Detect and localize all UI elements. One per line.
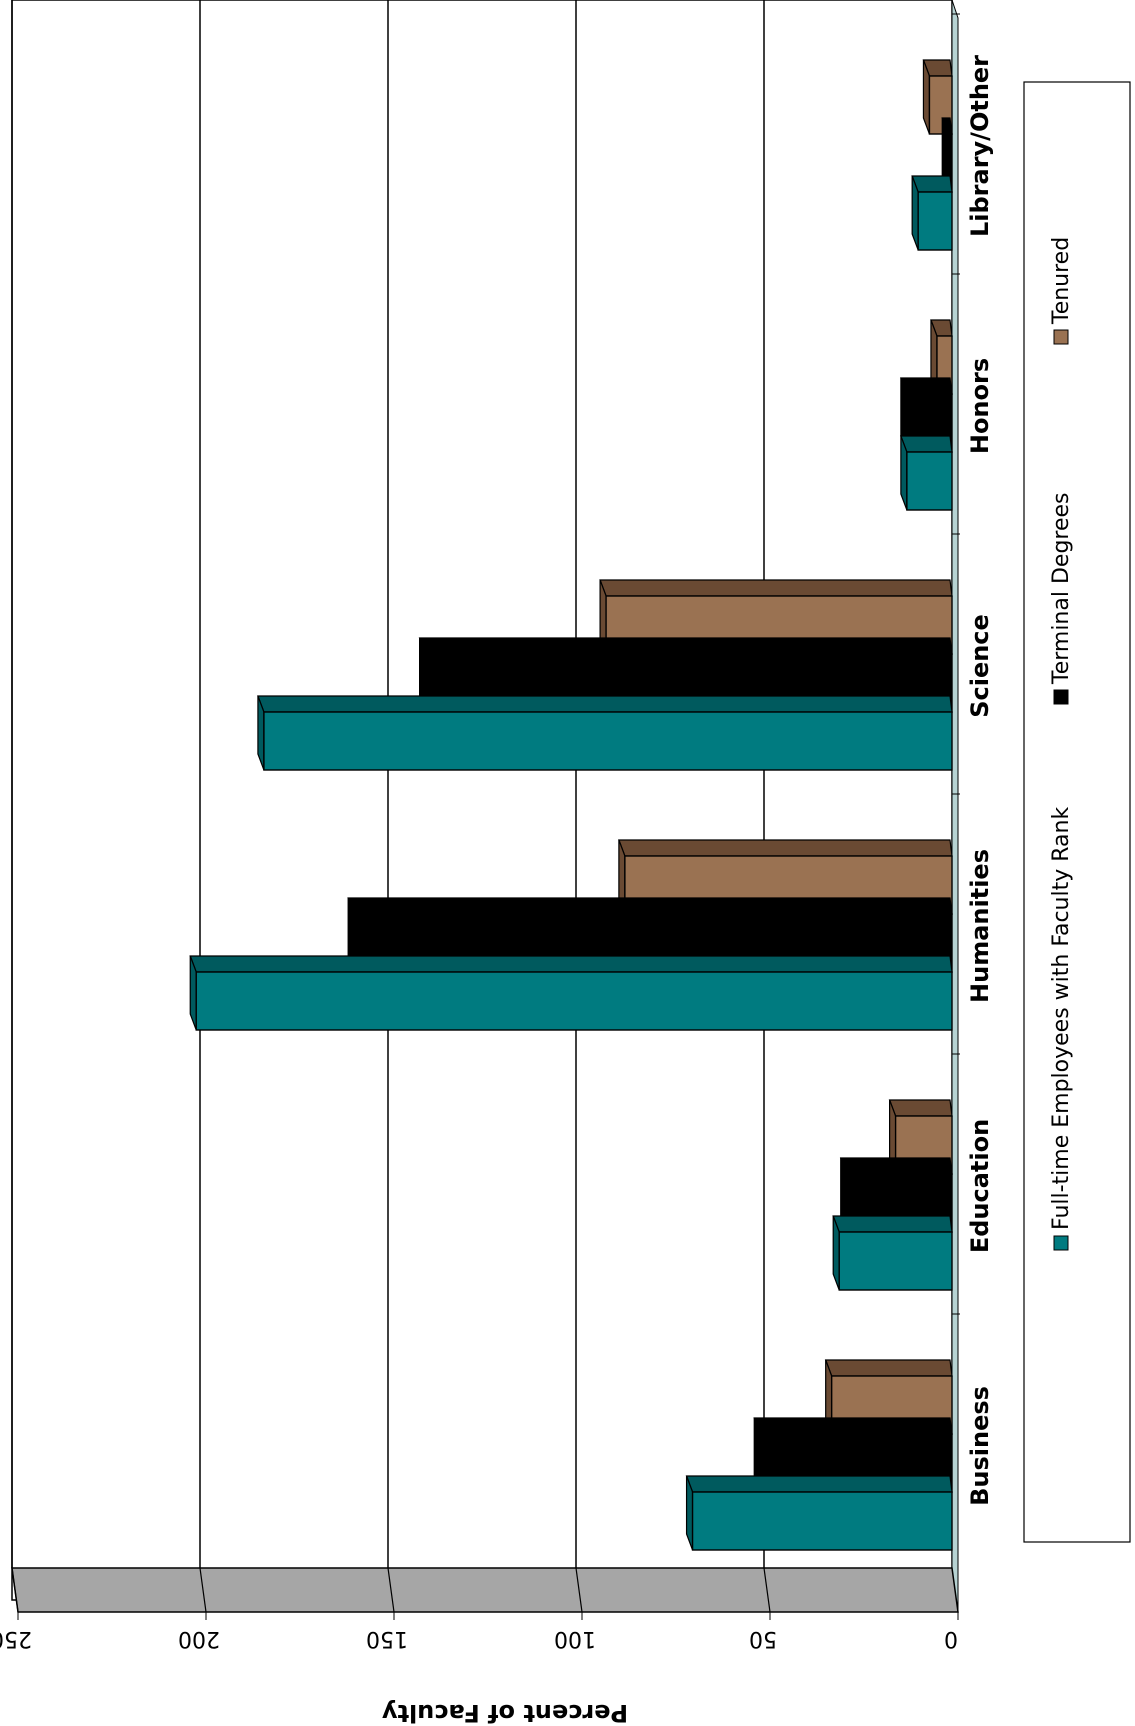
bar-top-face — [911, 175, 953, 193]
tick-label-0: 0 — [944, 1626, 958, 1651]
legend-swatch — [1053, 1235, 1069, 1251]
category-label-library-other: Library/Other — [966, 55, 994, 237]
tick-label-50: 50 — [749, 1626, 777, 1651]
bar-top-face — [832, 1215, 953, 1233]
plot-floor — [951, 0, 959, 1613]
plot-side-wall — [11, 1567, 959, 1613]
bar-front-face — [195, 971, 953, 1031]
category-label-business: Business — [966, 1386, 994, 1506]
bar-top-face — [599, 579, 953, 597]
category-label-humanities: Humanities — [966, 849, 994, 1003]
bar-top-face — [753, 1417, 953, 1435]
bar-full-time-employees-with-faculty-rank-science — [257, 695, 953, 771]
plot-back-wall — [11, 0, 953, 1601]
value-axis-title: Percent of Faculty — [382, 1699, 629, 1726]
bar-front-face — [838, 1231, 953, 1291]
category-label-science: Science — [966, 614, 994, 718]
legend-box — [1023, 81, 1131, 1543]
legend-label: Terminal Degrees — [1049, 492, 1074, 685]
bar-top-face — [685, 1475, 953, 1493]
bar-top-face — [618, 839, 953, 857]
legend-item-tenured: Tenured — [1049, 237, 1074, 345]
bar-top-face — [347, 897, 953, 915]
gridline-floor-50 — [763, 1567, 771, 1613]
legend: Full-time Employees with Faculty Rank Ter… — [1023, 81, 1131, 1543]
plot-walls — [11, 0, 959, 1613]
legend-item-terminal-degrees: Terminal Degrees — [1049, 492, 1074, 705]
gridline-floor-250 — [11, 1567, 19, 1613]
bar-full-time-employees-with-faculty-rank-library-other — [911, 175, 953, 251]
gridline-floor-100 — [575, 1567, 583, 1613]
legend-item-full-time-employees-with-faculty-rank: Full-time Employees with Faculty Rank — [1049, 807, 1074, 1251]
bar-front-face — [917, 191, 953, 251]
bar-top-face — [257, 695, 953, 713]
bar-top-face — [189, 955, 953, 973]
bar-top-face — [418, 637, 953, 655]
bar-top-face — [900, 435, 953, 453]
bar-top-face — [824, 1359, 953, 1377]
tick-label-150: 150 — [366, 1626, 408, 1651]
gridlines — [11, 0, 771, 1613]
bar-full-time-employees-with-faculty-rank-honors — [900, 435, 953, 511]
gridline-floor-150 — [387, 1567, 395, 1613]
bar-front-face — [263, 711, 953, 771]
bar-top-face — [839, 1157, 953, 1175]
value-axis: 0 50 100 150 200 250 — [0, 1612, 959, 1651]
bar-top-face — [900, 377, 953, 395]
bar-full-time-employees-with-faculty-rank-humanities — [189, 955, 953, 1031]
bar-front-face — [691, 1491, 953, 1551]
bar-top-face — [888, 1099, 953, 1117]
category-label-honors: Honors — [966, 358, 994, 454]
legend-label: Full-time Employees with Faculty Rank — [1049, 807, 1074, 1230]
tick-label-250: 250 — [0, 1626, 32, 1651]
bars — [189, 59, 953, 1551]
category-label-education: Education — [966, 1119, 994, 1253]
tick-label-200: 200 — [178, 1626, 220, 1651]
bar-full-time-employees-with-faculty-rank-business — [685, 1475, 953, 1551]
gridline-floor-200 — [199, 1567, 207, 1613]
category-axis: Business Education Humanities Science Honors… — [952, 13, 994, 1506]
legend-label: Tenured — [1049, 237, 1074, 325]
legend-swatch — [1053, 329, 1069, 345]
legend-swatch — [1053, 689, 1069, 705]
bar-full-time-employees-with-faculty-rank-education — [832, 1215, 953, 1291]
bar-front-face — [906, 451, 953, 511]
tick-label-100: 100 — [554, 1626, 596, 1651]
